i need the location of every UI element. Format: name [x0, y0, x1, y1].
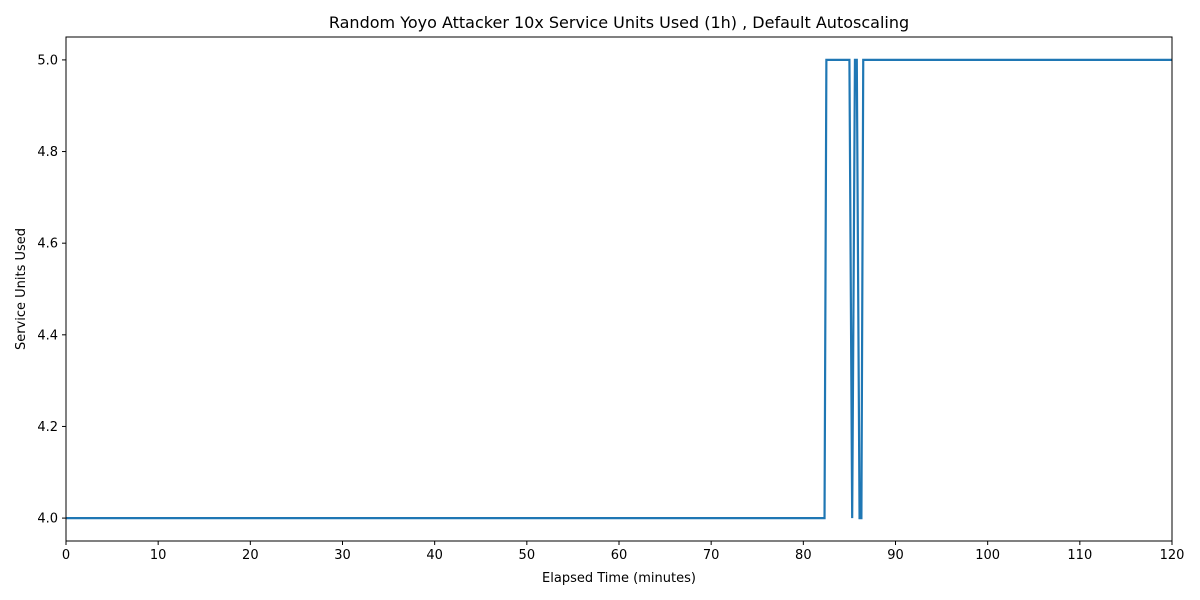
x-tick-label: 100: [975, 548, 1000, 563]
chart-title: Random Yoyo Attacker 10x Service Units U…: [329, 13, 909, 32]
plot-frame: [65, 36, 1173, 542]
x-tick-label: 90: [887, 548, 904, 563]
x-tick-label: 0: [62, 548, 70, 563]
y-tick-label: 4.6: [37, 237, 58, 252]
y-tick-label: 4.8: [37, 145, 58, 160]
x-tick-label: 20: [242, 548, 259, 563]
x-tick-label: 50: [519, 548, 536, 563]
x-tick-label: 60: [611, 548, 628, 563]
y-tick-label: 4.2: [37, 420, 58, 435]
y-tick-label: 4.0: [37, 512, 58, 527]
x-tick-label: 110: [1067, 548, 1092, 563]
x-tick-label: 30: [334, 548, 351, 563]
data-layer: [66, 58, 1172, 520]
y-tick-label: 5.0: [37, 53, 58, 68]
x-tick-label: 80: [795, 548, 812, 563]
series-line: [66, 58, 1172, 520]
x-axis-label: Elapsed Time (minutes): [542, 571, 696, 586]
y-axis-label: Service Units Used: [14, 228, 29, 350]
x-tick-label: 40: [426, 548, 443, 563]
x-tick-label: 70: [703, 548, 720, 563]
x-tick-label: 120: [1160, 548, 1185, 563]
tick-layer: 0 10 20 30 40 50 60 70 80 90 100 110 120 4.0 4.2 4.4 4.6…: [37, 53, 1184, 563]
x-tick-label: 10: [150, 548, 167, 563]
y-tick-label: 4.4: [37, 328, 58, 343]
